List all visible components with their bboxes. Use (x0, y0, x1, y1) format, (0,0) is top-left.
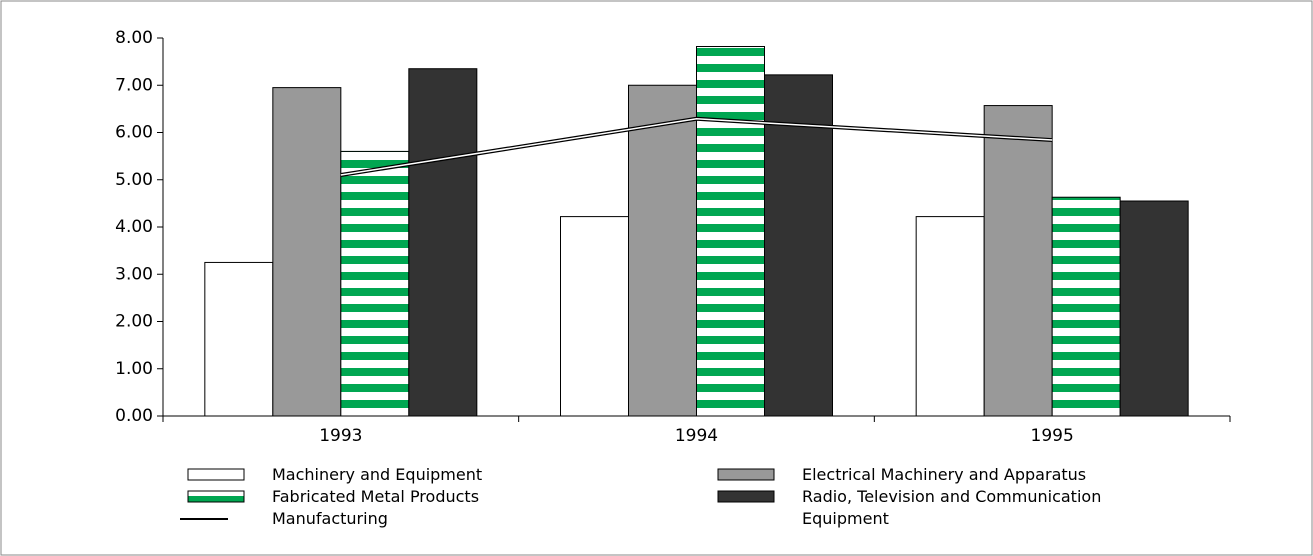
bar (696, 46, 765, 417)
y-tick-label: 4.00 (115, 217, 153, 237)
x-tick-label: 1994 (675, 426, 718, 446)
bar (204, 261, 274, 417)
bar (915, 216, 985, 417)
x-tick-label: 1995 (1031, 426, 1074, 446)
bar (628, 84, 697, 417)
legend-swatch (717, 490, 775, 503)
bar (408, 68, 478, 417)
bar (983, 105, 1053, 417)
y-tick-label: 6.00 (115, 123, 153, 143)
legend-label: Manufacturing (272, 509, 388, 528)
legend-label: Radio, Television and Communication Equi… (802, 487, 1102, 528)
bar (1051, 196, 1121, 417)
x-tick-label: 1993 (319, 426, 362, 446)
y-tick-label: 1.00 (115, 359, 153, 379)
legend-label: Electrical Machinery and Apparatus (802, 465, 1087, 484)
legend-swatch (717, 468, 775, 481)
bar (764, 74, 833, 417)
y-tick-label: 0.00 (115, 406, 153, 426)
bar (272, 87, 342, 417)
legend-label: Fabricated Metal Products (272, 487, 480, 506)
y-tick-label: 3.00 (115, 264, 153, 284)
legend-label: Machinery and Equipment (272, 465, 483, 484)
bar (1119, 200, 1189, 417)
y-tick-label: 8.00 (115, 28, 153, 48)
y-tick-label: 7.00 (115, 75, 153, 95)
line (340, 118, 1053, 176)
bar (560, 216, 629, 417)
y-tick-label: 5.00 (115, 170, 153, 190)
legend-swatch (187, 490, 245, 503)
legend-swatch (187, 468, 245, 481)
y-tick-label: 2.00 (115, 312, 153, 332)
bar (340, 150, 410, 417)
